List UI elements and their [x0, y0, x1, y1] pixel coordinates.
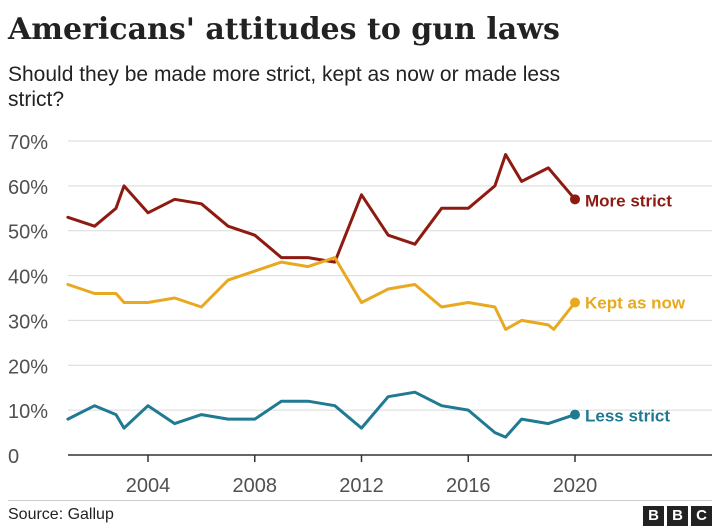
series-label-more-strict: More strict [585, 191, 672, 210]
series-line-less-strict [66, 390, 577, 439]
bbc-logo-letter: C [691, 506, 712, 526]
y-tick-label: 0 [8, 446, 19, 468]
series-line-more-strict [66, 153, 577, 264]
x-tick-label: 2016 [446, 475, 491, 497]
y-tick-label: 70% [8, 132, 48, 154]
chart-title: Americans' attitudes to gun laws [8, 12, 560, 47]
y-tick-label: 40% [8, 267, 48, 289]
chart-subtitle: Should they be made more strict, kept as… [8, 63, 561, 111]
bbc-logo-letter: B [643, 506, 664, 526]
series-end-marker-less-strict [570, 409, 580, 420]
x-tick-label: 2020 [553, 475, 598, 497]
y-tick-label: 60% [8, 177, 48, 199]
y-tick-label: 50% [8, 222, 48, 244]
bbc-logo-letter: B [667, 506, 688, 526]
footer-rule [8, 500, 712, 501]
x-tick-label: 2004 [126, 475, 171, 497]
source-note: Source: Gallup [8, 506, 114, 523]
series-end-marker-more-strict [570, 194, 580, 205]
x-tick-label: 2008 [233, 475, 278, 497]
y-tick-label: 10% [8, 401, 48, 423]
series-label-less-strict: Less strict [585, 407, 670, 426]
series-line-kept-as-now [66, 256, 577, 331]
y-tick-label: 20% [8, 356, 48, 378]
x-tick-label: 2012 [339, 475, 384, 497]
bbc-logo: B B C [643, 506, 712, 526]
y-tick-label: 30% [8, 311, 48, 333]
series-end-marker-kept-as-now [570, 297, 580, 308]
series-label-kept-as-now: Kept as now [585, 293, 686, 312]
footer: Source: Gallup B B C [0, 500, 720, 529]
